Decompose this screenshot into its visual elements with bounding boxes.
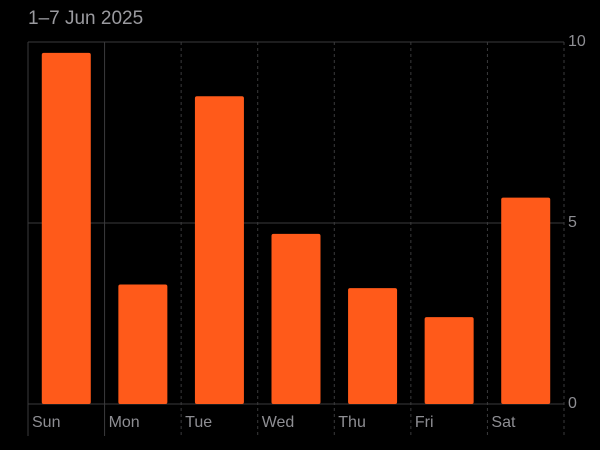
bar <box>424 317 474 404</box>
x-tick-label: Fri <box>415 414 434 431</box>
x-tick-label: Thu <box>338 414 366 431</box>
bar <box>501 197 551 404</box>
bar <box>194 96 244 405</box>
x-tick-label: Sun <box>32 414 60 431</box>
x-tick-label: Sat <box>491 414 516 431</box>
x-tick-label: Tue <box>185 414 212 431</box>
chart-title: 1–7 Jun 2025 <box>28 8 143 29</box>
x-tick-label: Mon <box>109 414 140 431</box>
y-tick-label: 0 <box>568 395 577 412</box>
y-tick-label: 5 <box>568 214 577 231</box>
bar <box>118 284 168 404</box>
y-tick-label: 10 <box>568 33 586 50</box>
bar <box>271 233 321 404</box>
bar <box>41 52 91 405</box>
bar <box>348 288 398 404</box>
x-tick-label: Wed <box>262 414 295 431</box>
